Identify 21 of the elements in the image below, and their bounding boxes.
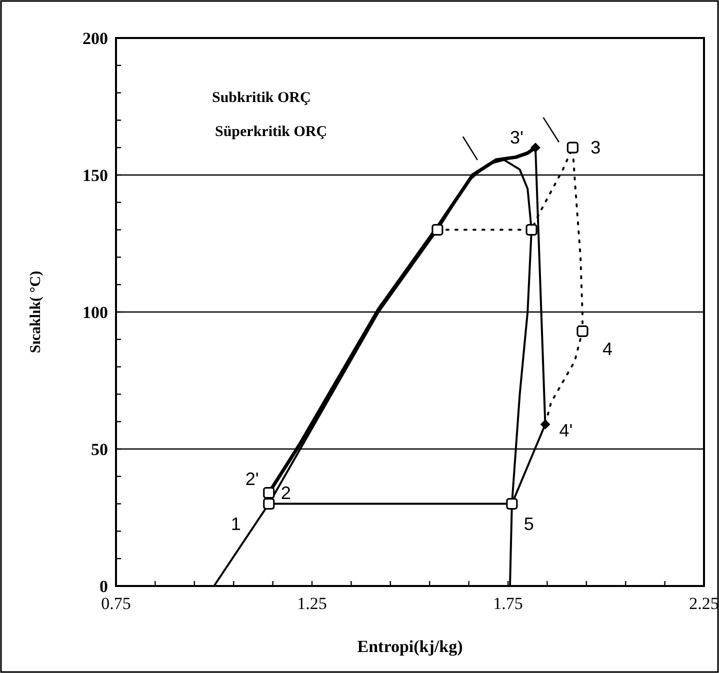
annotation: Subkritik ORÇ [212,90,311,106]
y-tick-label: 0 [100,577,108,596]
x-axis-title: Entropi(kj/kg) [357,637,463,656]
annotation: 3 [590,138,601,158]
y-tick-label: 100 [82,303,108,322]
annotation: Süperkritik ORÇ [215,124,328,140]
annotation: 4 [602,339,612,360]
x-tick-label: 2.25 [689,594,719,613]
annotation: 2' [245,468,259,489]
x-tick-label: 0.75 [101,594,131,613]
x-tick-label: 1.75 [493,594,523,613]
annotation: 2 [280,482,291,503]
y-tick-label: 200 [82,29,108,48]
y-tick-label: 50 [91,440,108,459]
annotation: 5 [524,514,534,534]
annotation: 3' [510,128,524,148]
annotation: 4' [559,420,573,440]
y-tick-label: 150 [82,166,108,185]
x-tick-label: 1.25 [297,594,327,613]
y-axis-title: Sıcaklık( °C) [28,270,44,354]
annotation: 1 [230,514,241,534]
